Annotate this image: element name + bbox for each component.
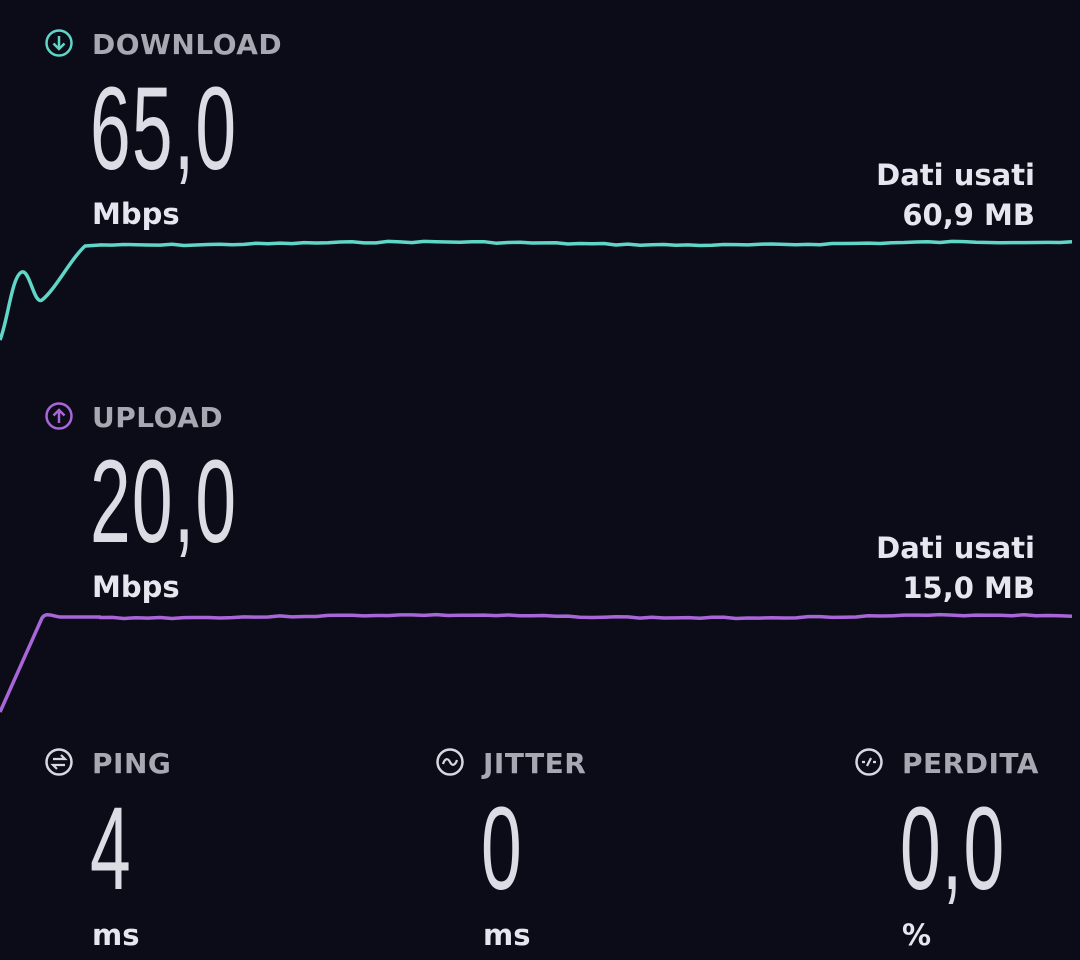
- download-icon: [45, 29, 73, 57]
- upload-value: 20,0: [90, 436, 238, 568]
- download-data-used-label: Dati usati: [876, 158, 1035, 192]
- loss-unit: %: [902, 918, 932, 952]
- download-graph: [0, 239, 1073, 341]
- upload-data-used-label: Dati usati: [876, 531, 1035, 565]
- jitter-value: 0: [481, 783, 523, 915]
- download-unit: Mbps: [92, 197, 180, 231]
- jitter-icon: [436, 748, 464, 776]
- download-label: DOWNLOAD: [92, 28, 283, 61]
- upload-data-used: Dati usati 15,0 MB: [876, 528, 1035, 608]
- ping-label: PING: [92, 747, 172, 780]
- ping-unit: ms: [92, 918, 140, 952]
- upload-label: UPLOAD: [92, 401, 224, 434]
- upload-unit: Mbps: [92, 570, 180, 604]
- upload-graph: [0, 612, 1073, 713]
- packet-loss-icon: [855, 748, 883, 776]
- upload-line: [0, 612, 1073, 713]
- download-data-used-value: 60,9 MB: [902, 198, 1035, 232]
- jitter-unit: ms: [483, 918, 531, 952]
- loss-value: 0,0: [900, 783, 1006, 915]
- ping-value: 4: [90, 783, 132, 915]
- download-line: [0, 239, 1073, 341]
- upload-icon: [45, 402, 73, 430]
- download-data-used: Dati usati 60,9 MB: [876, 155, 1035, 235]
- loss-label: PERDITA: [902, 747, 1039, 780]
- jitter-label: JITTER: [483, 747, 587, 780]
- download-value: 65,0: [90, 63, 238, 195]
- ping-icon: [45, 748, 73, 776]
- upload-data-used-value: 15,0 MB: [902, 571, 1035, 605]
